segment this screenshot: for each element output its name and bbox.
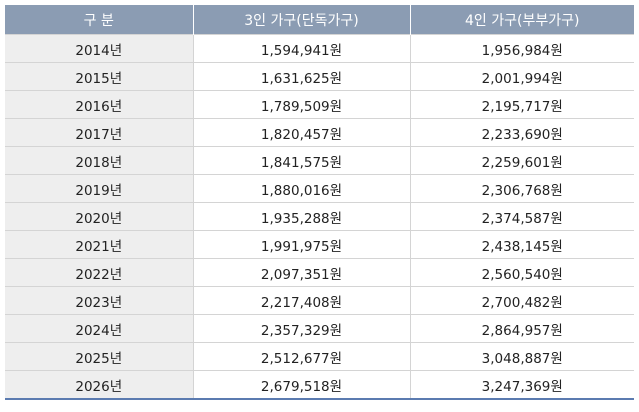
- year-cell: 2016년: [5, 90, 193, 119]
- year-cell: 2024년: [5, 314, 193, 343]
- table-row: 2026년 2,679,518원 3,247,369원: [5, 370, 634, 399]
- year-cell: 2017년: [5, 118, 193, 147]
- amount-cell: 2,195,717원: [409, 90, 634, 119]
- table-row: 2025년 2,512,677원 3,048,887원: [5, 342, 634, 371]
- table: 구 분 3인 가구(단독가구) 4인 가구(부부가구) 2014년 1,594,941…: [5, 5, 634, 400]
- table-container: 구 분 3인 가구(단독가구) 4인 가구(부부가구) 2014년 1,594,941…: [5, 5, 634, 400]
- year-cell: 2021년: [5, 230, 193, 259]
- table-row: 2016년 1,789,509원 2,195,717원: [5, 90, 634, 119]
- table-row: 2015년 1,631,625원 2,001,994원: [5, 62, 634, 91]
- table-row: 2021년 1,991,975원 2,438,145원: [5, 230, 634, 259]
- header-cell: 구 분: [5, 5, 193, 35]
- amount-cell: 2,259,601원: [409, 146, 634, 175]
- table-row: 2024년 2,357,329원 2,864,957원: [5, 314, 634, 343]
- amount-cell: 2,700,482원: [409, 286, 634, 315]
- amount-cell: 1,841,575원: [192, 146, 410, 175]
- year-cell: 2019년: [5, 174, 193, 203]
- amount-cell: 1,594,941원: [192, 34, 410, 63]
- year-cell: 2026년: [5, 370, 193, 399]
- amount-cell: 1,956,984원: [409, 34, 634, 63]
- table-row: 2022년 2,097,351원 2,560,540원: [5, 258, 634, 287]
- year-cell: 2014년: [5, 34, 193, 63]
- amount-cell: 1,820,457원: [192, 118, 410, 147]
- table-body: 2014년 1,594,941원 1,956,984원 2015년 1,631,625원…: [5, 34, 634, 399]
- year-cell: 2022년: [5, 258, 193, 287]
- table-row: 2019년 1,880,016원 2,306,768원: [5, 174, 634, 203]
- year-cell: 2015년: [5, 62, 193, 91]
- amount-cell: 1,935,288원: [192, 202, 410, 231]
- year-cell: 2020년: [5, 202, 193, 231]
- amount-cell: 1,991,975원: [192, 230, 410, 259]
- amount-cell: 2,097,351원: [192, 258, 410, 287]
- amount-cell: 1,631,625원: [192, 62, 410, 91]
- header-cell: 4인 가구(부부가구): [409, 5, 634, 35]
- amount-cell: 2,864,957원: [409, 314, 634, 343]
- table-row: 2023년 2,217,408원 2,700,482원: [5, 286, 634, 315]
- amount-cell: 2,233,690원: [409, 118, 634, 147]
- amount-cell: 2,357,329원: [192, 314, 410, 343]
- amount-cell: 2,512,677원: [192, 342, 410, 371]
- amount-cell: 1,789,509원: [192, 90, 410, 119]
- year-cell: 2018년: [5, 146, 193, 175]
- header-row: 구 분 3인 가구(단독가구) 4인 가구(부부가구): [5, 5, 634, 35]
- table-row: 2020년 1,935,288원 2,374,587원: [5, 202, 634, 231]
- amount-cell: 3,048,887원: [409, 342, 634, 371]
- amount-cell: 2,679,518원: [192, 370, 410, 399]
- table-row: 2018년 1,841,575원 2,259,601원: [5, 146, 634, 175]
- amount-cell: 3,247,369원: [409, 370, 634, 399]
- amount-cell: 2,306,768원: [409, 174, 634, 203]
- amount-cell: 2,438,145원: [409, 230, 634, 259]
- amount-cell: 1,880,016원: [192, 174, 410, 203]
- table-row: 2014년 1,594,941원 1,956,984원: [5, 34, 634, 63]
- year-cell: 2025년: [5, 342, 193, 371]
- amount-cell: 2,217,408원: [192, 286, 410, 315]
- header-cell: 3인 가구(단독가구): [192, 5, 410, 35]
- table-row: 2017년 1,820,457원 2,233,690원: [5, 118, 634, 147]
- amount-cell: 2,374,587원: [409, 202, 634, 231]
- year-cell: 2023년: [5, 286, 193, 315]
- amount-cell: 2,560,540원: [409, 258, 634, 287]
- amount-cell: 2,001,994원: [409, 62, 634, 91]
